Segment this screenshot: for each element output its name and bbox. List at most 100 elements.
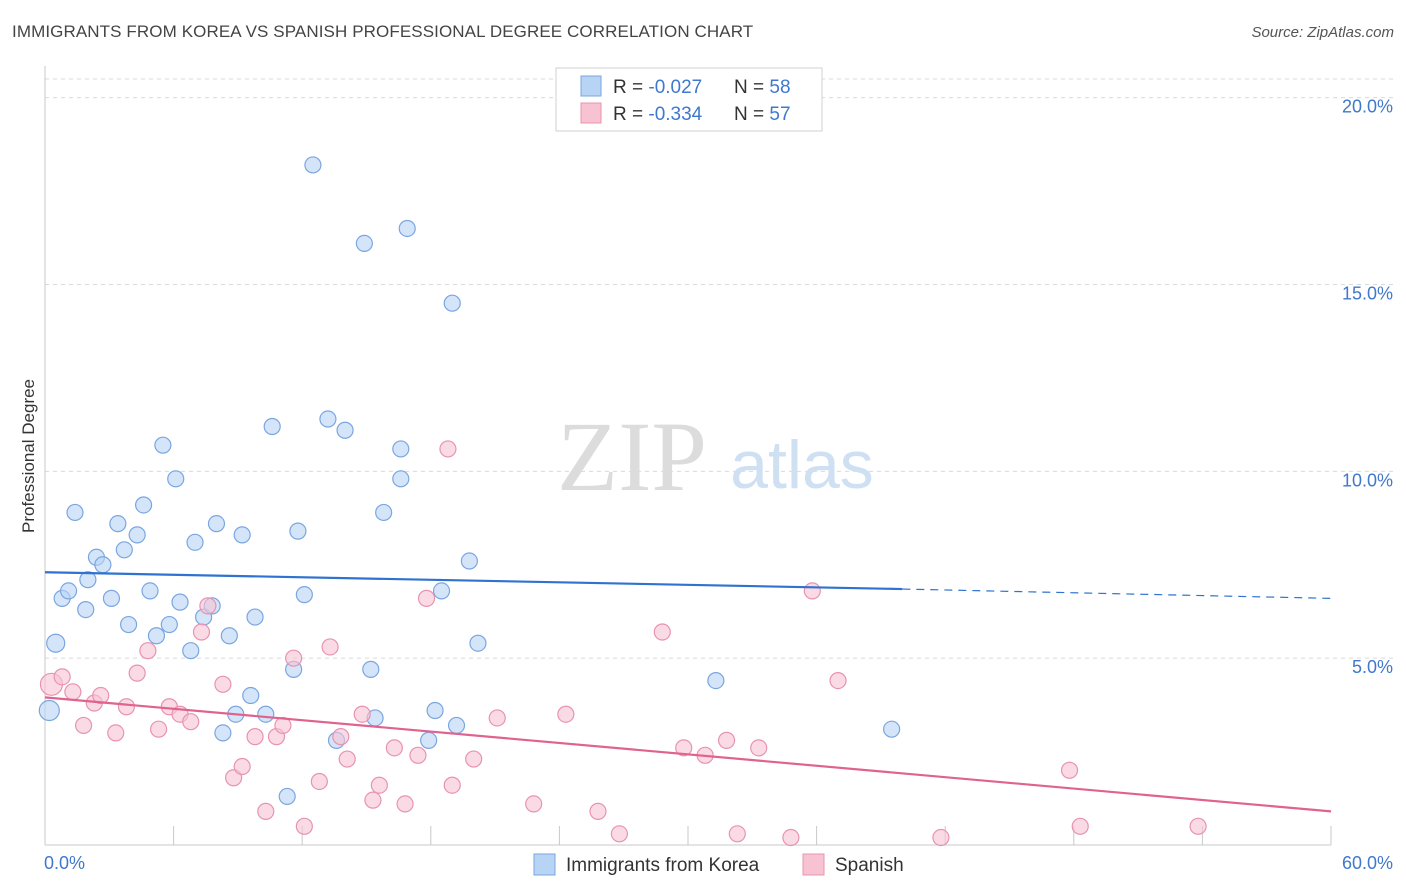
korea-point — [295, 586, 313, 604]
spanish-point — [285, 649, 303, 667]
korea-point — [182, 642, 200, 660]
spanish-point — [182, 713, 200, 731]
r-label: R = — [613, 77, 648, 98]
korea-point — [186, 533, 204, 551]
korea-point — [289, 522, 307, 540]
spanish-point — [257, 802, 275, 820]
spanish-point — [74, 716, 93, 735]
korea-point — [447, 716, 466, 735]
spanish-point — [364, 791, 382, 809]
korea-point — [79, 571, 97, 589]
n-value: 58 — [769, 77, 790, 98]
spanish-point — [396, 795, 414, 813]
y-tick-label: 15.0% — [1342, 284, 1393, 304]
spanish-point — [64, 683, 82, 701]
korea-point — [220, 627, 238, 645]
spanish-point — [409, 746, 427, 764]
spanish-point — [829, 671, 847, 690]
korea-point — [263, 417, 281, 436]
spanish-point — [728, 825, 746, 843]
korea-point — [154, 436, 172, 454]
spanish-point — [750, 739, 768, 757]
spanish-point — [385, 739, 403, 757]
spanish-point — [589, 802, 607, 820]
korea-point — [46, 633, 66, 653]
korea-point — [66, 503, 84, 522]
watermark: ZIP atlas — [557, 401, 874, 512]
korea-point — [167, 470, 185, 488]
stats-legend-swatch-spanish — [580, 102, 602, 124]
korea-point — [171, 593, 189, 611]
korea-point — [94, 556, 112, 574]
y-tick-label: 20.0% — [1342, 97, 1393, 117]
spanish-point — [139, 642, 157, 660]
r-label: R = — [613, 104, 648, 125]
r-value: -0.334 — [648, 104, 702, 125]
spanish-point — [149, 720, 168, 738]
korea-point — [375, 503, 393, 522]
stats-legend-row-spanish: R = -0.334 N = 57 — [613, 104, 791, 125]
spanish-point — [465, 750, 483, 768]
spanish-point — [417, 589, 436, 607]
spanish-point — [932, 828, 950, 847]
spanish-point — [675, 739, 693, 757]
korea-trend-extension — [902, 588, 1332, 599]
spanish-point — [53, 668, 71, 686]
legend-swatch-spanish — [802, 853, 825, 876]
korea-point — [398, 219, 416, 238]
spanish-point — [192, 623, 211, 641]
spanish-point — [782, 828, 800, 847]
tick-labels: 5.0% 10.0% 15.0% 20.0% 0.0% 60.0% — [44, 97, 1393, 873]
spanish-point — [1071, 817, 1089, 835]
y-tick-label: 5.0% — [1352, 657, 1393, 677]
spanish-point — [1189, 817, 1207, 835]
spanish-point — [310, 772, 328, 791]
r-value: -0.027 — [648, 77, 702, 98]
korea-point — [883, 720, 901, 738]
spanish-point — [332, 728, 350, 746]
legend-swatch-korea — [533, 853, 556, 876]
spanish-point — [214, 675, 232, 693]
spanish-point — [439, 440, 457, 458]
korea-point — [420, 731, 438, 749]
spanish-point — [233, 757, 251, 776]
spanish-point — [803, 582, 821, 600]
korea-point — [141, 582, 159, 600]
stats-legend-swatch-korea — [580, 75, 602, 97]
series-legend: Immigrants from Korea Spanish — [533, 853, 904, 876]
korea-point — [392, 470, 410, 488]
spanish-point — [353, 705, 371, 723]
korea-point — [355, 234, 373, 253]
spanish-trend-line — [44, 696, 1332, 813]
korea-point — [214, 724, 232, 742]
x-tick-label: 60.0% — [1342, 853, 1393, 873]
korea-point — [304, 156, 322, 174]
korea-point — [38, 699, 60, 722]
spanish-point — [717, 731, 736, 749]
x-tick-label: 0.0% — [44, 853, 85, 873]
korea-point — [426, 701, 444, 720]
korea-point — [257, 705, 275, 723]
korea-point — [460, 552, 478, 570]
y-axis-label: Professional Degree — [19, 379, 38, 533]
spanish-point — [370, 776, 388, 794]
korea-point — [59, 582, 78, 600]
spanish-point — [107, 724, 125, 742]
spanish-point — [338, 750, 356, 768]
chart-title: IMMIGRANTS FROM KOREA VS SPANISH PROFESS… — [12, 22, 754, 41]
korea-trend-line — [44, 571, 903, 591]
korea-point — [134, 496, 153, 514]
spanish-point — [653, 623, 671, 641]
spanish-point — [610, 825, 629, 843]
korea-point — [278, 787, 296, 806]
korea-point — [432, 582, 451, 600]
korea-point — [233, 526, 251, 544]
spanish-point — [525, 795, 543, 813]
korea-point — [392, 440, 410, 458]
trend-lines — [44, 571, 1332, 813]
korea-point — [707, 671, 725, 690]
korea-point — [362, 660, 380, 678]
legend-label-korea: Immigrants from Korea — [566, 855, 760, 876]
korea-point — [160, 615, 178, 634]
